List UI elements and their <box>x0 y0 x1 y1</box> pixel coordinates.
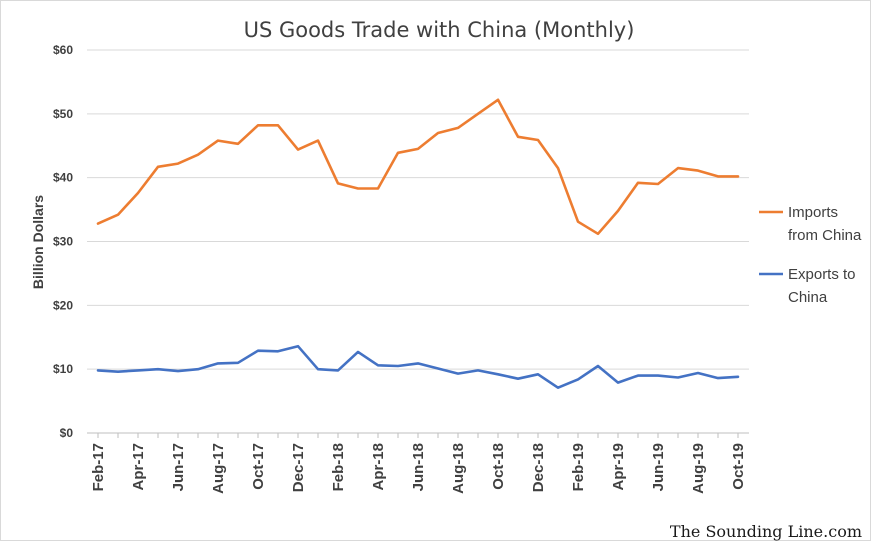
gridlines <box>87 49 749 370</box>
legend-label: from China <box>788 227 862 244</box>
source-credit: The Sounding Line.com <box>670 522 862 541</box>
y-tick-label: $60 <box>53 43 73 57</box>
y-tick-label: $20 <box>53 298 73 312</box>
y-axis-label: Billion Dollars <box>30 195 46 289</box>
x-tick-label: Apr-19 <box>610 443 627 491</box>
series-line-exports <box>96 344 740 390</box>
x-tick-label: Oct-18 <box>490 443 507 490</box>
x-tick-label: Apr-18 <box>370 443 387 491</box>
legend-label: Imports <box>788 204 838 221</box>
legend: Imports from China Exports to China <box>759 204 862 306</box>
x-tick-label: Apr-17 <box>130 443 147 491</box>
x-tick-label: Jun-19 <box>650 443 667 491</box>
x-tick-label: Jun-17 <box>170 443 187 491</box>
y-tick-label: $30 <box>53 235 73 249</box>
x-tick-label: Dec-18 <box>530 443 547 492</box>
x-tick-label: Jun-18 <box>410 443 427 491</box>
y-axis-ticks: $0 $10 $20 $30 $40 $50 $60 <box>53 43 73 440</box>
y-tick-label: $40 <box>53 171 73 185</box>
y-tick-label: $0 <box>60 426 74 440</box>
legend-label: China <box>788 289 828 306</box>
y-tick-label: $10 <box>53 362 73 376</box>
x-tick-label: Oct-19 <box>730 443 747 490</box>
legend-label: Exports to <box>788 266 856 283</box>
series-lines <box>96 98 740 390</box>
x-tick-label: Aug-19 <box>690 443 707 494</box>
x-tick-label: Feb-19 <box>570 443 587 491</box>
series-line-imports <box>96 98 740 236</box>
x-tick-label: Dec-17 <box>290 443 307 492</box>
x-tick-label: Oct-17 <box>250 443 267 490</box>
x-axis <box>87 432 749 438</box>
x-axis-ticks: Feb-17 Apr-17 Jun-17 Aug-17 Oct-17 Dec-17 Feb-… <box>90 443 747 494</box>
y-tick-label: $50 <box>53 107 73 121</box>
x-tick-label: Feb-17 <box>90 443 107 491</box>
x-tick-label: Feb-18 <box>330 443 347 491</box>
chart-title: US Goods Trade with China (Monthly) <box>244 18 635 42</box>
x-tick-label: Aug-17 <box>210 443 227 494</box>
x-tick-label: Aug-18 <box>450 443 467 494</box>
